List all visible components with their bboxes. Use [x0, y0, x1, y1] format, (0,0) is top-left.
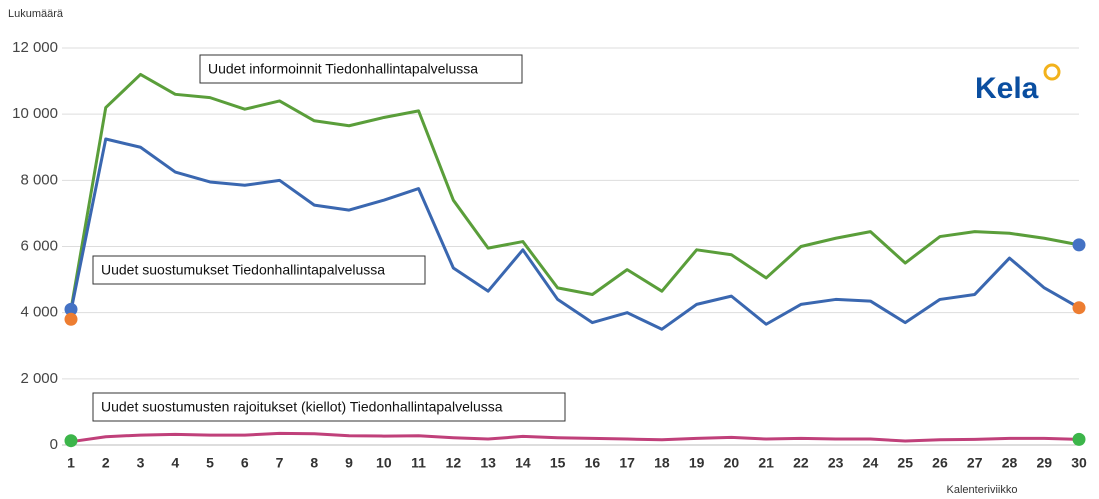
series-annotation: Uudet suostumukset Tiedonhallintapalvelu…: [101, 262, 385, 278]
y-axis-label: Lukumäärä: [8, 8, 64, 20]
x-tick-label: 8: [310, 455, 318, 471]
end-marker: [64, 302, 78, 316]
y-tick-label: 8 000: [20, 171, 58, 188]
x-tick-label: 3: [137, 455, 145, 471]
x-axis-label: Kalenteriviikko: [947, 484, 1018, 496]
x-tick-label: 29: [1036, 455, 1052, 471]
annotation-box: [92, 392, 566, 422]
x-tick-label: 24: [863, 455, 879, 471]
x-tick-label: 15: [550, 455, 566, 471]
x-tick-label: 23: [828, 455, 844, 471]
x-tick-label: 2: [102, 455, 110, 471]
x-tick-label: 26: [932, 455, 948, 471]
x-tick-label: 11: [411, 455, 426, 471]
y-tick-label: 10 000: [12, 105, 58, 122]
end-marker: [1072, 432, 1086, 446]
x-tick-label: 13: [480, 455, 496, 471]
x-tick-label: 10: [376, 455, 392, 471]
end-marker: [64, 434, 78, 448]
x-tick-label: 19: [689, 455, 705, 471]
end-marker: [1072, 238, 1086, 252]
end-marker: [1072, 301, 1086, 315]
x-tick-label: 5: [206, 455, 214, 471]
x-tick-label: 18: [654, 455, 670, 471]
y-tick-label: 4 000: [20, 304, 58, 321]
x-tick-label: 9: [345, 455, 353, 471]
y-tick-label: 12 000: [12, 39, 58, 56]
x-tick-label: 17: [619, 455, 635, 471]
x-tick-label: 1: [67, 455, 75, 471]
series-line: [70, 431, 1080, 444]
x-tick-label: 7: [276, 455, 284, 471]
y-tick-label: 6 000: [20, 237, 58, 254]
end-marker: [64, 312, 78, 326]
x-tick-label: 12: [446, 455, 462, 471]
series-annotation: Uudet informoinnit Tiedonhallintapalvelu…: [208, 61, 478, 77]
series-line: [69, 137, 1080, 331]
logo-icon: [1043, 63, 1061, 81]
x-tick-label: 27: [967, 455, 983, 471]
x-tick-label: 25: [897, 455, 913, 471]
logo: Kela: [975, 72, 1039, 105]
annotation-box: [92, 255, 426, 285]
x-tick-label: 20: [724, 455, 740, 471]
x-tick-label: 21: [758, 455, 774, 471]
x-tick-label: 14: [515, 455, 531, 471]
x-tick-label: 16: [585, 455, 601, 471]
y-tick-label: 0: [50, 436, 58, 453]
x-tick-label: 22: [793, 455, 809, 471]
x-tick-label: 4: [171, 455, 179, 471]
x-tick-label: 28: [1002, 455, 1018, 471]
y-tick-label: 2 000: [20, 370, 58, 387]
x-tick-label: 30: [1071, 455, 1087, 471]
series-line: [69, 72, 1080, 310]
annotation-box: [199, 54, 523, 84]
x-tick-label: 6: [241, 455, 249, 471]
series-annotation: Uudet suostumusten rajoitukset (kiellot)…: [101, 399, 503, 415]
